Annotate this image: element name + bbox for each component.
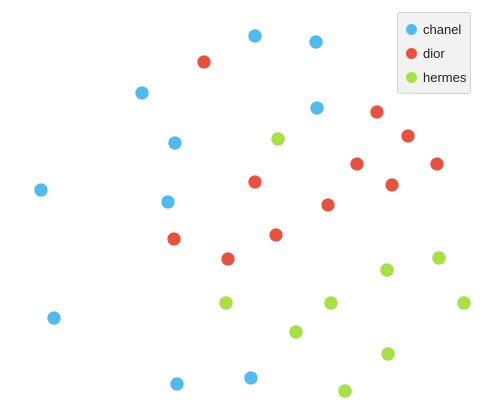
point-dior-3 [402, 130, 415, 143]
point-chanel-6 [35, 184, 48, 197]
point-hermes-9 [339, 385, 352, 398]
point-chanel-8 [48, 312, 61, 325]
legend: chanel dior hermes [397, 12, 471, 94]
legend-item-chanel: chanel [406, 19, 461, 39]
point-chanel-4 [311, 102, 324, 115]
legend-label-chanel: chanel [423, 22, 461, 37]
point-hermes-8 [382, 348, 395, 361]
point-hermes-7 [290, 326, 303, 339]
point-hermes-1 [272, 133, 285, 146]
legend-label-dior: dior [423, 46, 445, 61]
point-dior-10 [168, 233, 181, 246]
legend-swatch-chanel [406, 24, 417, 35]
point-hermes-5 [325, 297, 338, 310]
legend-swatch-hermes [406, 72, 417, 83]
point-dior-8 [322, 199, 335, 212]
point-dior-11 [222, 253, 235, 266]
point-chanel-1 [249, 30, 262, 43]
point-dior-7 [386, 179, 399, 192]
point-dior-6 [249, 176, 262, 189]
legend-item-dior: dior [406, 43, 445, 63]
point-chanel-7 [162, 196, 175, 209]
point-dior-5 [431, 158, 444, 171]
legend-label-hermes: hermes [423, 70, 466, 85]
point-dior-9 [270, 229, 283, 242]
point-chanel-3 [136, 87, 149, 100]
point-hermes-6 [458, 297, 471, 310]
point-hermes-2 [433, 252, 446, 265]
point-hermes-4 [220, 297, 233, 310]
point-dior-2 [371, 106, 384, 119]
point-hermes-3 [381, 264, 394, 277]
point-chanel-10 [171, 378, 184, 391]
point-chanel-5 [169, 137, 182, 150]
point-dior-1 [198, 56, 211, 69]
legend-item-hermes: hermes [406, 67, 466, 87]
point-dior-4 [351, 158, 364, 171]
point-chanel-9 [245, 372, 258, 385]
point-chanel-2 [310, 36, 323, 49]
legend-swatch-dior [406, 48, 417, 59]
